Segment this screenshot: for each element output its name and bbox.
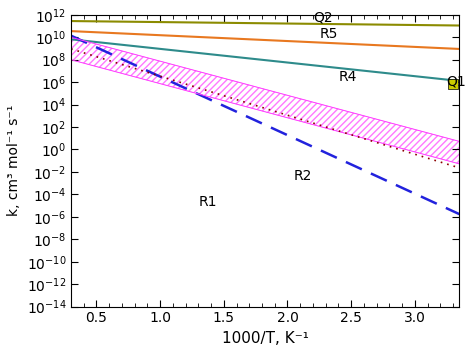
Text: Q2: Q2 [313,11,333,24]
Text: R5: R5 [319,27,337,41]
Text: R2: R2 [294,169,312,183]
Text: R1: R1 [198,195,217,209]
Text: Q1: Q1 [447,74,466,89]
X-axis label: 1000/T, K⁻¹: 1000/T, K⁻¹ [222,331,309,346]
Y-axis label: k, cm³ mol⁻¹ s⁻¹: k, cm³ mol⁻¹ s⁻¹ [7,105,21,216]
Text: R4: R4 [338,70,357,84]
